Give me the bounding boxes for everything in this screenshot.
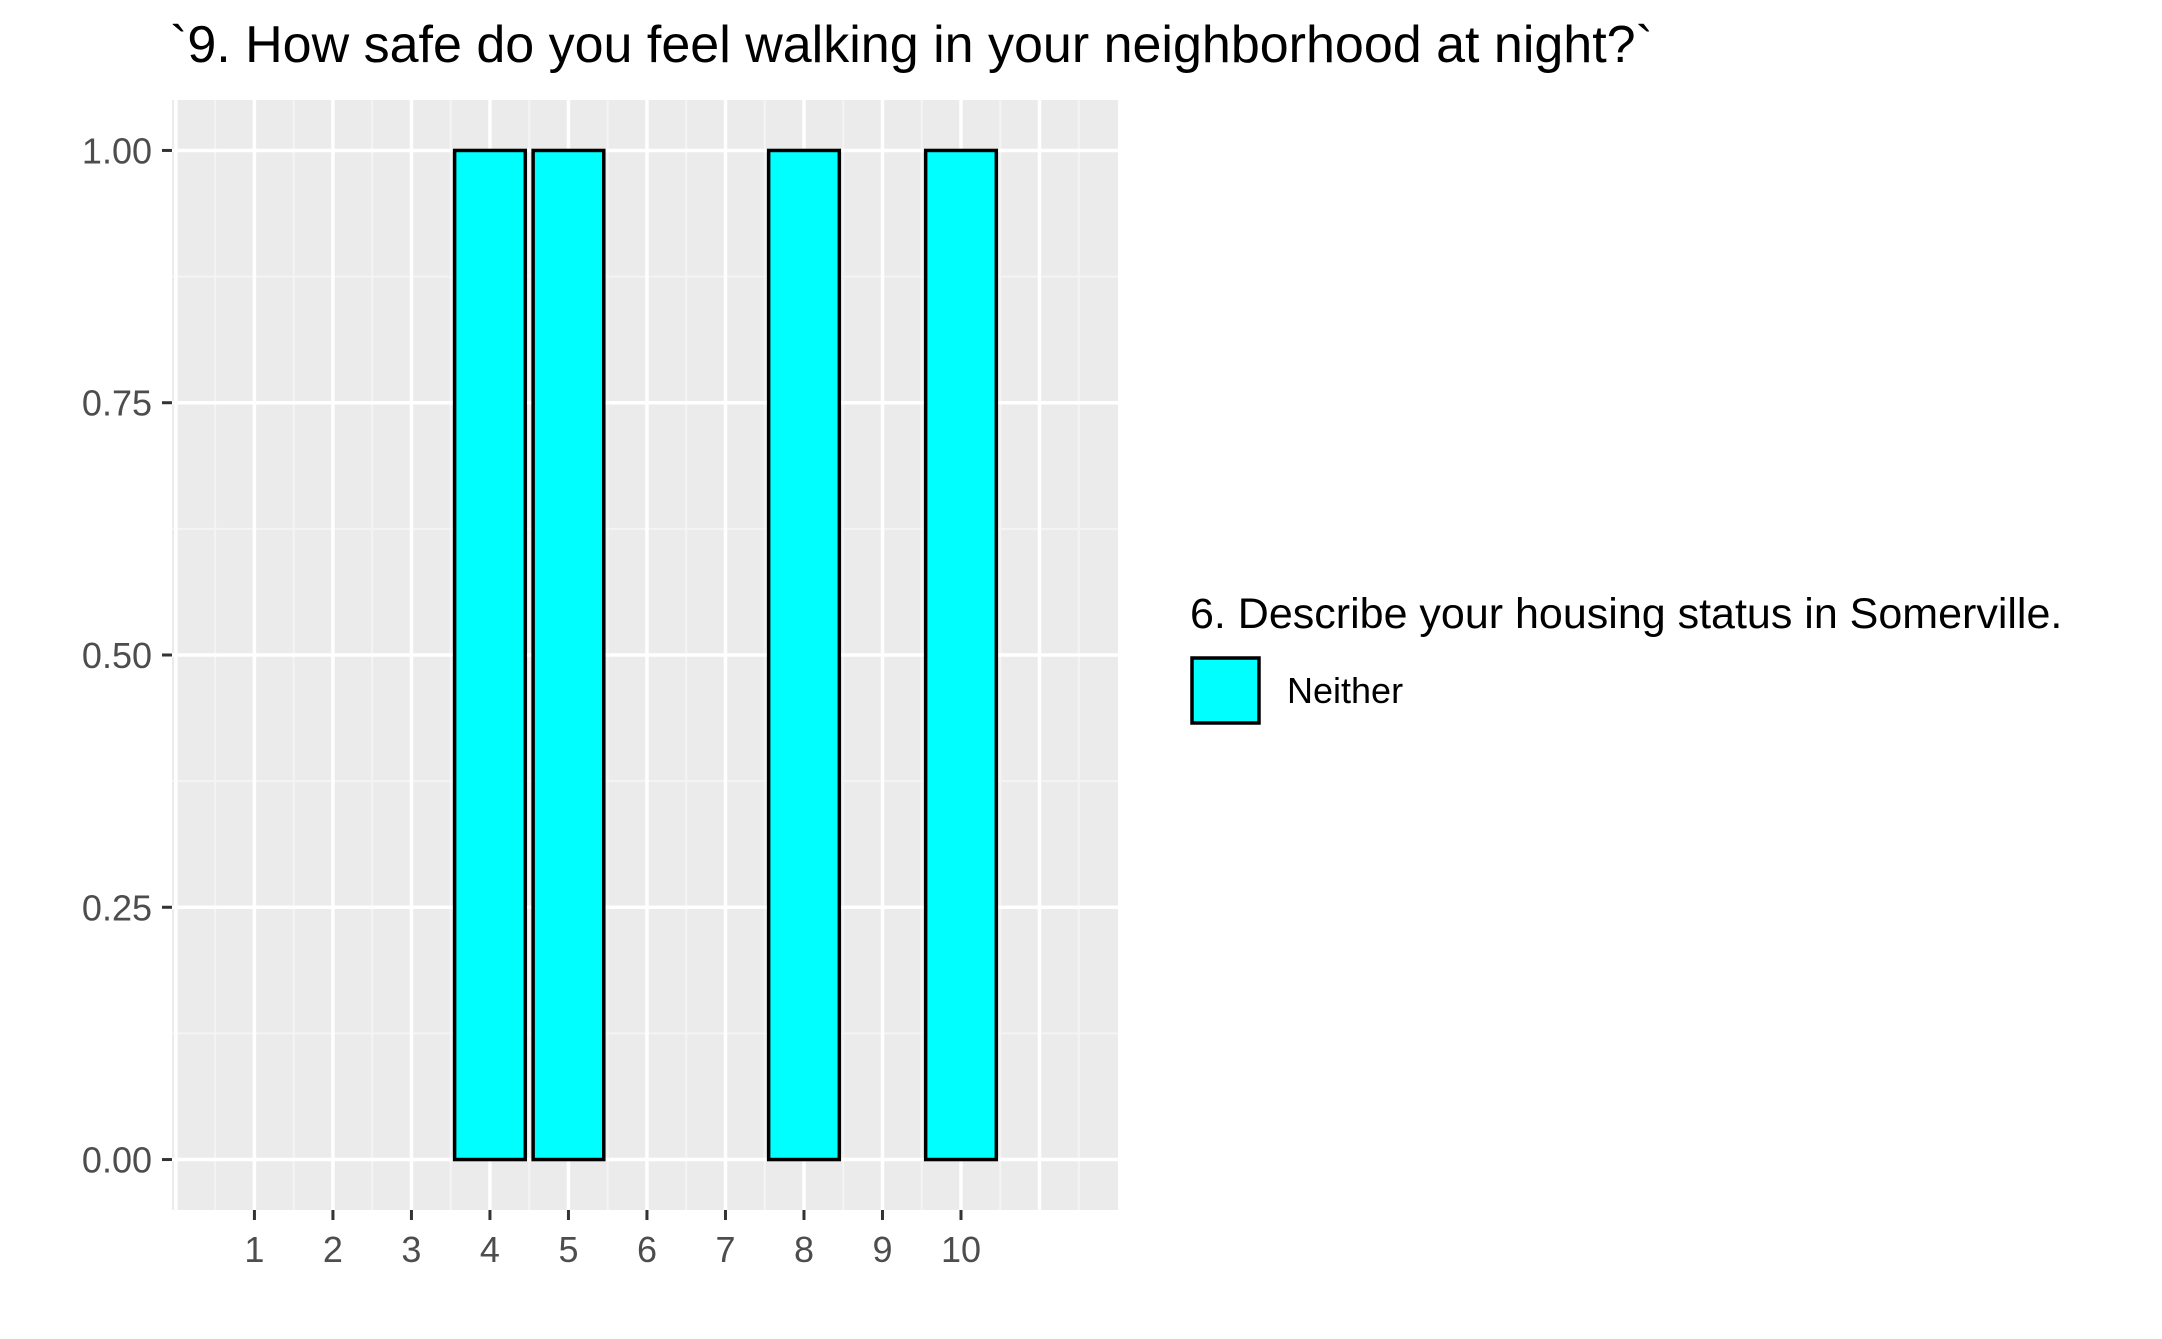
y-tick-label: 0.00 — [82, 1140, 152, 1181]
y-tick-label: 0.25 — [82, 887, 152, 928]
bars-layer — [452, 148, 999, 1162]
bar-5 — [531, 148, 606, 1162]
x-tick-label: 7 — [715, 1229, 735, 1270]
x-tick-label: 8 — [794, 1229, 814, 1270]
legend-items: Neither — [1190, 656, 1403, 725]
x-tick-label: 2 — [323, 1229, 343, 1270]
y-tick-label: 0.50 — [82, 635, 152, 676]
y-tick-label: 1.00 — [82, 130, 152, 171]
x-tick-label: 10 — [941, 1229, 981, 1270]
legend: 6. Describe your housing status in Somer… — [1190, 590, 2062, 725]
x-tick-label: 3 — [401, 1229, 421, 1270]
y-axis: 0.00 0.25 0.50 0.75 1.00 — [82, 130, 172, 1181]
x-axis: 1 2 3 4 5 6 7 8 9 10 — [244, 1210, 981, 1270]
chart-title: `9. How safe do you feel walking in your… — [170, 16, 1653, 74]
x-tick-label: 5 — [558, 1229, 578, 1270]
bar-4 — [452, 148, 528, 1162]
x-tick-label: 4 — [480, 1229, 500, 1270]
x-tick-label: 9 — [872, 1229, 892, 1270]
legend-title: 6. Describe your housing status in Somer… — [1190, 590, 2062, 638]
x-tick-label: 6 — [637, 1229, 657, 1270]
bar-8 — [766, 148, 842, 1162]
legend-label: Neither — [1287, 670, 1403, 711]
legend-key-neither — [1190, 656, 1261, 725]
bar-10 — [923, 148, 999, 1162]
y-tick-label: 0.75 — [82, 383, 152, 424]
x-tick-label: 1 — [244, 1229, 264, 1270]
